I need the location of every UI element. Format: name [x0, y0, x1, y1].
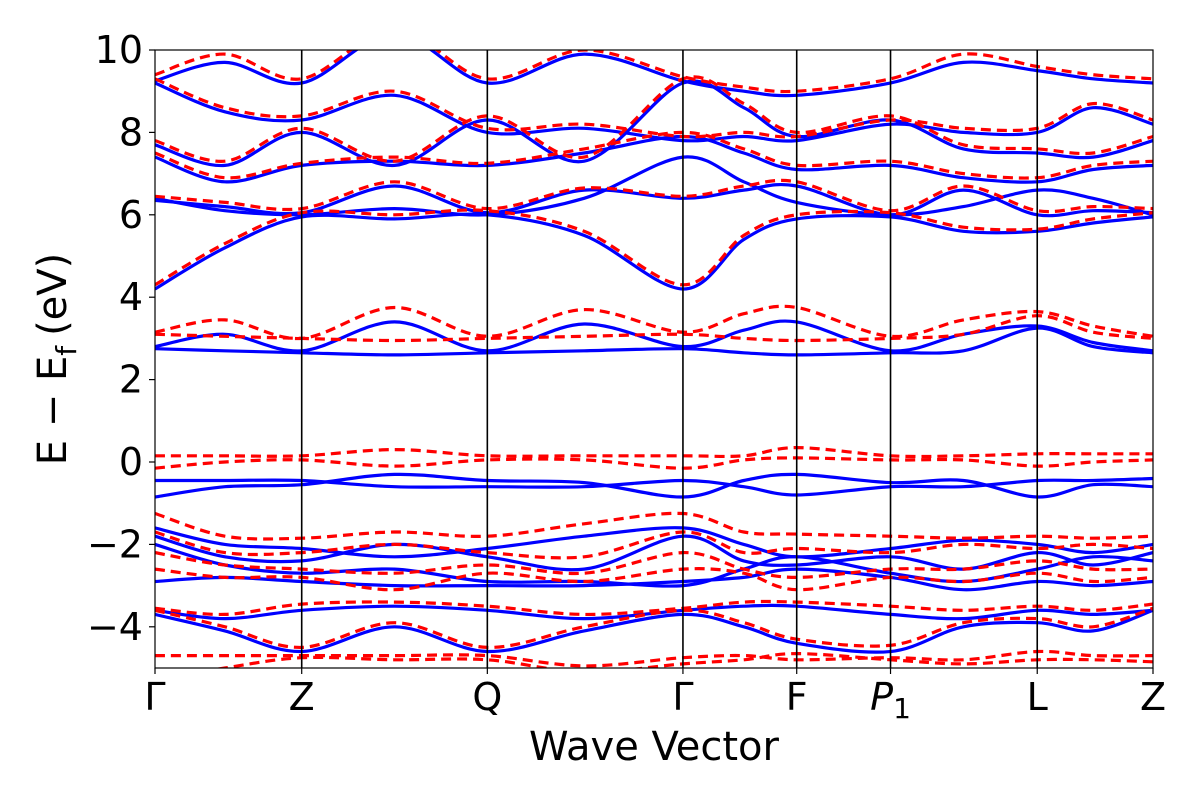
- high-symmetry-lines: [300, 50, 1039, 668]
- band-solid-line-14: [155, 567, 1153, 592]
- x-tick-label: Z: [289, 675, 315, 719]
- band-lines: [155, 50, 1153, 668]
- band-dashed-line-30: [155, 567, 1153, 592]
- band-solid-line-11: [155, 526, 1153, 559]
- x-tick-label: Z: [1140, 675, 1166, 719]
- y-tick-label: 8: [119, 110, 143, 154]
- band-dashed-line-23: [155, 130, 1153, 180]
- x-tick-label: Γ: [144, 675, 165, 719]
- band-dashed-line-29: [155, 550, 1153, 580]
- band-dashed-line-22: [155, 178, 1153, 214]
- band-dashed-line-17: [155, 445, 1153, 459]
- y-axis-title-main: E − E: [30, 356, 76, 466]
- y-tick-label: −2: [87, 522, 143, 566]
- band-solid-line-12: [155, 534, 1153, 572]
- x-axis-ticks: Γ Z Q Γ F P1 L Z: [144, 668, 1166, 725]
- band-dashed-line-28: [155, 530, 1153, 560]
- y-tick-label: 2: [119, 358, 143, 402]
- x-tick-label: F: [786, 675, 808, 719]
- band-solid-line-3: [155, 326, 1153, 357]
- y-tick-label: 6: [119, 193, 143, 237]
- x-tick-label: L: [1027, 675, 1048, 719]
- band-dashed-line-27: [155, 511, 1153, 541]
- band-dashed-line-26: [155, 50, 1153, 94]
- x-tick-label: P1: [870, 675, 911, 725]
- y-tick-label: 4: [119, 275, 143, 319]
- y-axis-title: E − Ef (eV): [30, 253, 83, 466]
- y-axis-title-unit: (eV): [30, 253, 76, 336]
- y-tick-label: −4: [87, 605, 143, 649]
- band-solid-line-5: [155, 182, 1153, 218]
- band-solid-line-6: [155, 155, 1153, 217]
- x-tick-label: Q: [472, 675, 502, 719]
- band-solid-line-0: [155, 472, 1153, 499]
- plot-frame: [154, 49, 1154, 669]
- x-axis-title: Wave Vector: [529, 724, 780, 770]
- y-axis-title-subscript: f: [50, 345, 83, 356]
- x-tick-label: Γ: [672, 675, 693, 719]
- y-tick-label: 0: [119, 440, 143, 484]
- y-tick-label: 10: [95, 28, 143, 72]
- band-solid-line-1: [155, 476, 1153, 497]
- y-axis-ticks: −4 −2 0 2 4 6 8 10: [87, 28, 155, 649]
- band-dashed-line-20: [155, 314, 1153, 343]
